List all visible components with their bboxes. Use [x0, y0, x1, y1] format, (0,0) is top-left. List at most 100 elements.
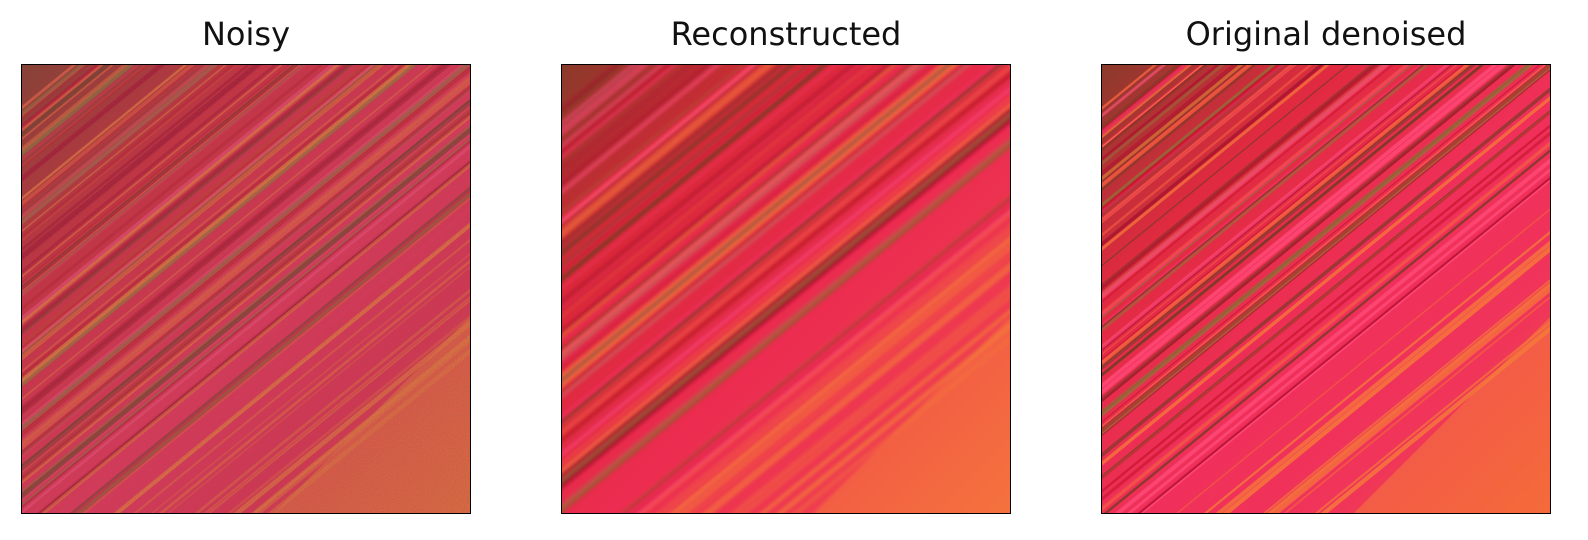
- petal-streak: [562, 65, 945, 378]
- petal-streak: [1131, 171, 1550, 513]
- petal-streak: [1283, 296, 1550, 513]
- petal-streak: [1102, 65, 1516, 403]
- petal-streak: [562, 65, 872, 318]
- petal-streak: [1102, 65, 1253, 188]
- petal-streak: [683, 247, 1010, 513]
- petal-streak: [562, 65, 1003, 424]
- petal-streak: [562, 65, 636, 126]
- petal-streak: [562, 65, 781, 244]
- petal-streak: [562, 65, 958, 388]
- petal-streak: [562, 65, 828, 282]
- petal-streak: [1102, 87, 1550, 458]
- petal-streak: [1102, 98, 1550, 468]
- petal-streak: [1102, 65, 1330, 251]
- petal-streak: [737, 290, 1010, 513]
- petal-streak: [655, 224, 1010, 513]
- petal-streak: [1102, 65, 1283, 212]
- original-denoised-stripes: [1102, 65, 1550, 513]
- petal-streak: [562, 65, 933, 367]
- petal-streak: [693, 254, 1010, 513]
- petal-streak: [1204, 230, 1550, 513]
- petal-streak: [562, 65, 678, 160]
- petal-streak: [1102, 65, 1458, 355]
- petal-streak: [562, 65, 839, 291]
- petal-streak: [675, 240, 1010, 513]
- petal-streak: [1102, 109, 1550, 477]
- petal-streak: [621, 196, 1010, 513]
- panel-title-original-denoised: Original denoised: [1185, 15, 1467, 53]
- petal-streak: [562, 65, 966, 394]
- petal-streak: [1102, 65, 1531, 415]
- petal-streak: [562, 65, 817, 273]
- petal-streak: [1102, 140, 1550, 512]
- petal-streak: [792, 335, 1010, 513]
- petal-streak: [562, 65, 762, 228]
- petal-streak: [562, 65, 813, 270]
- petal-streak: [1102, 65, 1182, 130]
- petal-streak: [627, 200, 1010, 513]
- panel-title-reconstructed: Reconstructed: [670, 15, 902, 53]
- petal-streak: [562, 65, 695, 173]
- petal-streak: [1102, 65, 1238, 176]
- petal-streak: [1102, 65, 1471, 366]
- petal-streak: [1102, 65, 1221, 162]
- petal-streak: [562, 65, 924, 360]
- petal-streak: [1102, 124, 1550, 493]
- petal-streak: [1222, 246, 1550, 513]
- petal-streak: [562, 65, 926, 362]
- petal-streak: [1102, 65, 1325, 247]
- petal-streak: [562, 65, 711, 187]
- petal-streak: [562, 65, 808, 266]
- petal-streak: [1102, 111, 1550, 480]
- petal-streak: [1102, 65, 1534, 417]
- petal-streak: [1102, 65, 1425, 328]
- petal-streak: [562, 115, 1010, 487]
- petal-streak: [740, 293, 1010, 513]
- petal-streak: [1272, 287, 1550, 513]
- petal-streak: [562, 137, 1010, 506]
- petal-streak: [562, 85, 1010, 457]
- petal-streak: [1102, 65, 1278, 208]
- petal-streak: [562, 65, 750, 218]
- petal-streak: [1102, 65, 1190, 136]
- petal-streak: [760, 309, 1010, 513]
- petal-streak: [562, 137, 1010, 509]
- petal-streak: [1102, 65, 1349, 267]
- petal-streak: [1102, 65, 1296, 223]
- petal-streak: [562, 65, 643, 131]
- petal-streak: [670, 236, 1010, 513]
- original-denoised-image: [1101, 64, 1551, 514]
- petal-streak: [562, 71, 1010, 444]
- petal-streak: [1102, 65, 1550, 433]
- petal-streak: [562, 65, 1010, 436]
- petal-streak: [730, 285, 1010, 513]
- petal-streak: [1102, 65, 1225, 166]
- petal-streak: [1102, 65, 1244, 181]
- petal-streak: [562, 65, 892, 334]
- petal-streak: [1215, 240, 1550, 513]
- petal-streak: [1102, 65, 1499, 389]
- petal-streak: [562, 103, 1010, 474]
- petal-streak: [706, 265, 1010, 513]
- petal-streak: [562, 65, 721, 195]
- petal-streak: [1102, 65, 1408, 314]
- petal-streak: [663, 230, 1010, 513]
- petal-streak: [1102, 65, 1204, 148]
- petal-streak: [562, 65, 905, 345]
- petal-streak: [1127, 168, 1550, 513]
- petal-streak: [1102, 131, 1550, 501]
- petal-streak: [1102, 65, 1257, 191]
- petal-streak: [562, 65, 753, 221]
- petal-streak: [562, 65, 863, 311]
- petal-streak: [637, 209, 1010, 513]
- petal-streak: [1102, 65, 1541, 423]
- petal-streak: [562, 65, 785, 247]
- petal-streak: [562, 65, 856, 305]
- petal-streak: [1103, 149, 1550, 513]
- petal-streak: [1114, 158, 1550, 513]
- petal-streak: [562, 65, 757, 224]
- petal-streak: [1136, 175, 1550, 513]
- orange-highlight-region: [814, 317, 1010, 513]
- petal-streak: [1102, 65, 1507, 395]
- petal-streak: [1102, 65, 1380, 292]
